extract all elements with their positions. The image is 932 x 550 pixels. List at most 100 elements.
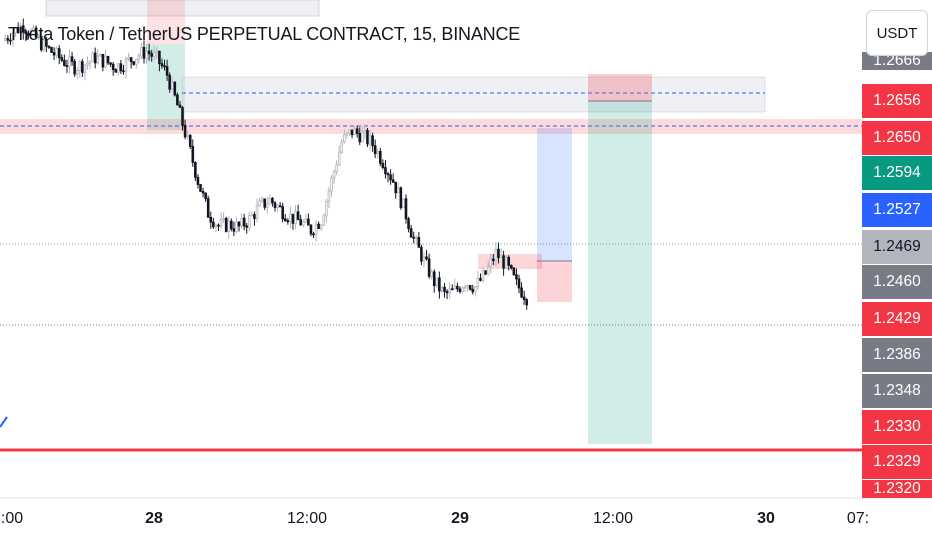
candle-body	[396, 187, 400, 194]
candle-body	[515, 274, 518, 280]
candle-body	[443, 286, 446, 292]
candle-body	[402, 198, 405, 208]
candle-body	[471, 288, 475, 293]
candle-body	[268, 197, 272, 205]
candle-body	[522, 296, 526, 301]
candle-body	[278, 205, 282, 208]
currency-button[interactable]: USDT	[866, 10, 928, 56]
candle-body	[502, 255, 505, 269]
candle-body	[39, 36, 43, 51]
candle-body	[91, 52, 94, 62]
candle-body	[204, 192, 207, 200]
candle-body	[366, 129, 369, 145]
candle-body	[363, 129, 367, 133]
candle-body	[117, 63, 120, 73]
candle-body	[468, 285, 472, 290]
candle-body	[371, 135, 374, 147]
candle-body	[124, 58, 128, 72]
candle-body	[176, 94, 179, 106]
candle-body	[142, 46, 146, 59]
candle-body	[70, 56, 74, 62]
candle-body	[281, 206, 284, 220]
candle-body	[476, 277, 480, 288]
candle-body	[525, 299, 529, 306]
candle-body	[173, 81, 177, 96]
candle-body	[145, 50, 148, 59]
candle-body	[170, 81, 174, 90]
price-label-2: 1.2650	[862, 121, 932, 155]
candle-body	[32, 27, 35, 31]
candle-body	[83, 64, 87, 73]
candle-body	[163, 65, 166, 68]
candle-body	[304, 218, 308, 223]
candle-body	[199, 184, 202, 192]
price-label-7: 1.2429	[862, 302, 932, 336]
candle-body	[6, 38, 10, 41]
candle-body	[183, 124, 187, 138]
candle-body	[425, 256, 428, 260]
candle-body	[240, 217, 243, 227]
candle-body	[486, 266, 490, 275]
candle-body	[237, 221, 241, 227]
candle-body	[45, 39, 48, 47]
candle-body	[512, 267, 516, 276]
supply-zone-box	[181, 76, 766, 113]
candle-body	[47, 45, 51, 48]
candle-body	[206, 198, 210, 218]
candle-body	[345, 132, 349, 136]
candle-body	[520, 287, 523, 298]
candle-body	[391, 179, 395, 183]
price-label-6: 1.2460	[862, 265, 932, 299]
candle-body	[3, 38, 7, 42]
candle-body	[481, 270, 485, 281]
candle-body	[430, 271, 433, 277]
candle-body	[353, 128, 356, 136]
long-stop-zone	[537, 261, 572, 302]
candle-body	[57, 48, 61, 59]
candle-body	[24, 31, 28, 35]
candle-body	[201, 190, 205, 194]
candle-body	[458, 288, 462, 293]
price-label-11: 1.2329	[862, 445, 932, 479]
candle-body	[394, 181, 398, 194]
candle-body	[384, 167, 387, 175]
candle-body	[75, 70, 79, 75]
candle-body	[479, 277, 482, 281]
candle-body	[155, 50, 159, 53]
candle-body	[63, 59, 66, 66]
candle-body	[134, 58, 138, 65]
candle-body	[399, 187, 403, 208]
candle-body	[65, 65, 69, 67]
candle-body	[263, 198, 267, 208]
zone-box-top	[45, 0, 320, 17]
candle-body	[260, 198, 264, 202]
candle-body	[283, 218, 287, 222]
candle-body	[507, 256, 511, 266]
candle-body	[111, 63, 115, 70]
candle-body	[104, 55, 107, 68]
time-label-3: 29	[451, 510, 469, 527]
candle-body	[186, 135, 189, 138]
candle-body	[355, 128, 359, 134]
candle-body	[248, 215, 251, 228]
candle-body	[379, 150, 382, 164]
candle-body	[337, 151, 341, 166]
time-label-1: 28	[145, 510, 163, 527]
candle-body	[242, 217, 246, 227]
price-label-0: 1.2666	[862, 52, 932, 70]
candle-body	[132, 61, 136, 65]
candle-body	[140, 46, 143, 57]
candle-body	[296, 211, 300, 221]
candle-body	[235, 221, 238, 232]
candle-body	[232, 228, 236, 232]
candle-body	[299, 219, 302, 226]
candle-body	[129, 57, 133, 63]
candle-body	[96, 55, 100, 64]
candle-body	[137, 55, 141, 60]
candle-body	[42, 39, 46, 51]
candle-body	[276, 205, 279, 208]
candle-body	[255, 205, 259, 219]
candle-body	[474, 286, 477, 293]
price-label-4: 1.2527	[862, 193, 932, 227]
